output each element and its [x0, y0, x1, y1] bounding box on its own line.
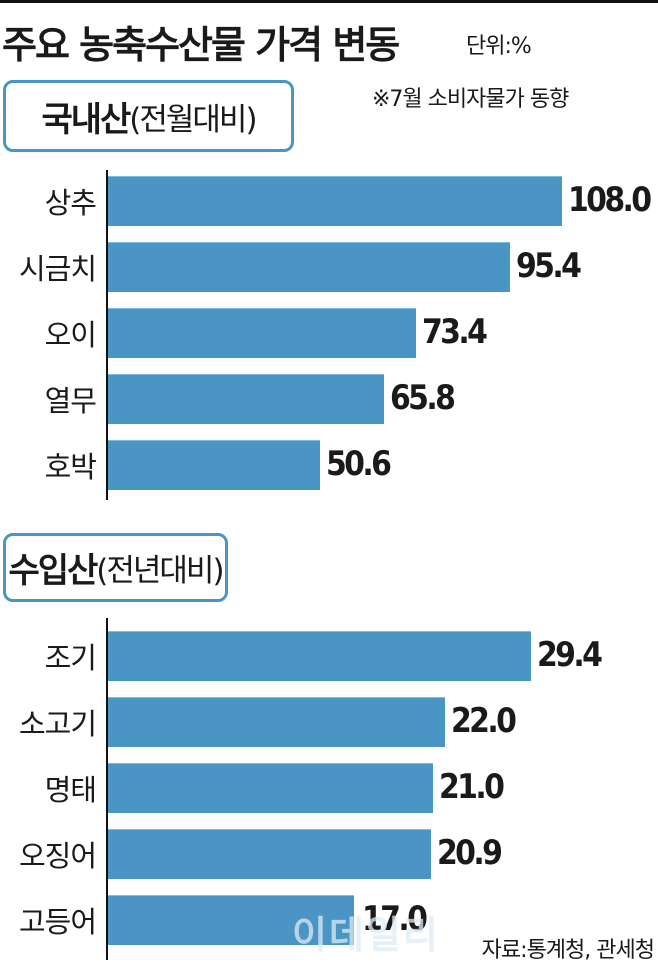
section-domestic-header: 국내산 (전월대비)	[3, 80, 294, 152]
bar-row: 명태 21.0	[0, 763, 658, 813]
bar	[108, 895, 354, 945]
bar-row: 소고기 22.0	[0, 697, 658, 747]
bar-label: 상추	[44, 186, 97, 220]
bar-value: 21.0	[439, 767, 505, 807]
bar-value: 65.8	[390, 378, 456, 418]
bar-row: 열무 65.8	[0, 374, 658, 424]
bar-value: 108.0	[568, 180, 652, 220]
section-title-sub: (전년대비)	[96, 553, 224, 589]
bar-row: 오징어 20.9	[0, 829, 658, 879]
section-title-main: 수입산	[8, 551, 98, 591]
bar-value: 50.6	[326, 444, 392, 484]
bar-row: 호박 50.6	[0, 440, 658, 490]
bar-value: 17.0	[362, 899, 428, 939]
bar	[108, 829, 431, 879]
bar-value: 73.4	[422, 312, 488, 352]
bar-label: 오이	[44, 318, 97, 352]
bar	[108, 697, 445, 747]
bar-label: 호박	[44, 450, 97, 484]
top-rule	[0, 0, 658, 3]
bar-value: 22.0	[451, 701, 517, 741]
section-title-sub: (전월대비)	[129, 101, 257, 138]
bar-value: 20.9	[437, 833, 503, 873]
bar-row: 시금치 95.4	[0, 242, 658, 292]
bar	[108, 763, 433, 813]
bar	[108, 631, 531, 681]
bar	[108, 374, 384, 424]
bar-value: 95.4	[516, 246, 582, 286]
y-axis-domestic	[106, 170, 108, 500]
unit-label: 단위:%	[466, 34, 532, 59]
bar-label: 소고기	[18, 707, 97, 741]
section-imported-header: 수입산 (전년대비)	[3, 533, 228, 602]
bar	[108, 242, 510, 292]
bar-label: 오징어	[18, 839, 97, 873]
bar-label: 열무	[44, 384, 97, 418]
section-title-main: 국내산	[41, 99, 131, 140]
bar-row: 조기 29.4	[0, 631, 658, 681]
bar-value: 29.4	[537, 635, 603, 675]
bar-label: 시금치	[18, 252, 97, 286]
bar-row: 고등어 17.0	[0, 895, 658, 945]
bar	[108, 308, 416, 358]
chart-title: 주요 농축수산물 가격 변동	[2, 23, 400, 67]
watermark: 이데일리	[292, 913, 440, 957]
bar	[108, 176, 562, 226]
bar-label: 명태	[44, 773, 97, 807]
source-label: 자료:통계청, 관세청	[481, 938, 655, 963]
bar	[108, 440, 320, 490]
bar-row: 오이 73.4	[0, 308, 658, 358]
y-axis-imported	[106, 618, 108, 960]
bar-row: 상추 108.0	[0, 176, 658, 226]
bar-label: 고등어	[18, 905, 97, 939]
bar-label: 조기	[44, 641, 97, 675]
note-label: ※7월 소비자물가 동향	[372, 87, 569, 112]
